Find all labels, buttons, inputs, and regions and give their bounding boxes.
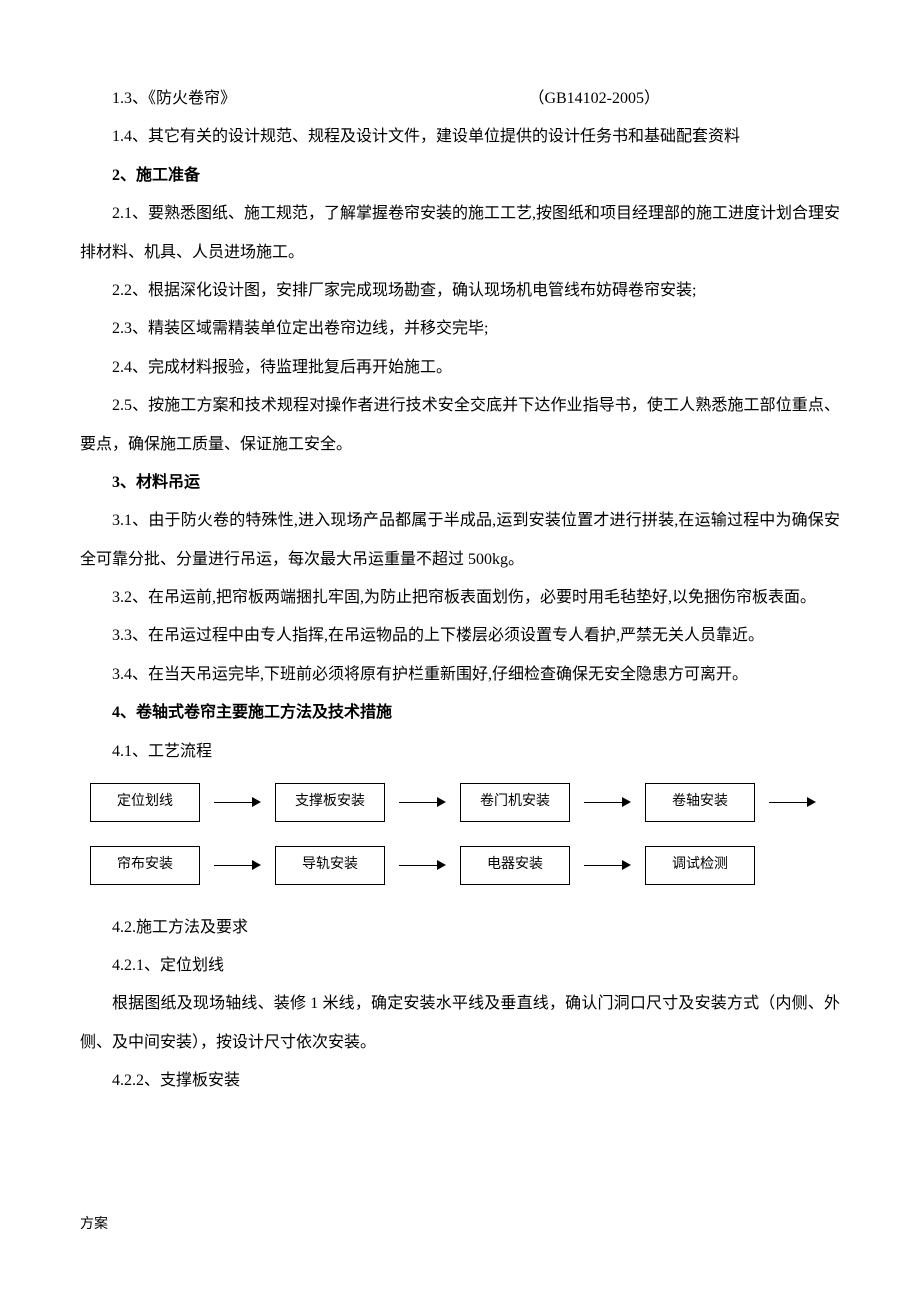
flow-box-curtain: 帘布安装 [90,846,200,885]
para-3-2: 3.2、在吊运前,把帘板两端捆扎牢固,为防止把帘板表面划伤，必要时用毛毡垫好,以… [80,579,840,617]
para-4-2: 4.2.施工方法及要求 [80,909,840,947]
para-3-4: 3.4、在当天吊运完毕,下班前必须将原有护栏重新围好,仔细检查确保无安全隐患方可… [80,656,840,694]
para-3-1: 3.1、由于防火卷的特殊性,进入现场产品都属于半成品,运到安装位置才进行拼装,在… [80,502,840,579]
para-2-2: 2.2、根据深化设计图，安排厂家完成现场勘查，确认现场机电管线布妨碍卷帘安装; [80,272,840,310]
flow-box-support: 支撑板安装 [275,783,385,822]
spec-line-1-3: 1.3、《防火卷帘》 （GB14102-2005） [80,80,840,118]
heading-3: 3、材料吊运 [80,464,840,502]
heading-4: 4、卷轴式卷帘主要施工方法及技术措施 [80,694,840,732]
para-1-4: 1.4、其它有关的设计规范、规程及设计文件，建设单位提供的设计任务书和基础配套资… [80,118,840,156]
flow-box-electric: 电器安装 [460,846,570,885]
spec-title: 1.3、《防火卷帘》 [80,80,236,118]
flow-box-motor: 卷门机安装 [460,783,570,822]
para-2-4: 2.4、完成材料报验，待监理批复后再开始施工。 [80,349,840,387]
arrow-icon [584,860,631,870]
flow-box-locate: 定位划线 [90,783,200,822]
para-2-1: 2.1、要熟悉图纸、施工规范，了解掌握卷帘安装的施工工艺,按图纸和项目经理部的施… [80,195,840,272]
page-footer: 方案 [80,1208,108,1242]
arrow-icon [214,797,261,807]
arrow-icon [769,797,816,807]
arrow-icon [584,797,631,807]
para-4-2-2: 4.2.2、支撑板安装 [80,1062,840,1100]
document-content: 1.3、《防火卷帘》 （GB14102-2005） 1.4、其它有关的设计规范、… [80,80,840,1101]
para-4-2-1: 4.2.1、定位划线 [80,947,840,985]
para-4-2-1-body: 根据图纸及现场轴线、装修 1 米线，确定安装水平线及垂直线，确认门洞口尺寸及安装… [80,985,840,1062]
arrow-icon [399,797,446,807]
heading-2: 2、施工准备 [80,157,840,195]
flow-row-2: 帘布安装 导轨安装 电器安装 调试检测 [80,846,840,885]
flow-box-test: 调试检测 [645,846,755,885]
para-3-3: 3.3、在吊运过程中由专人指挥,在吊运物品的上下楼层必须设置专人看护,严禁无关人… [80,617,840,655]
arrow-icon [399,860,446,870]
flow-box-reel: 卷轴安装 [645,783,755,822]
para-2-5: 2.5、按施工方案和技术规程对操作者进行技术安全交底并下达作业指导书，使工人熟悉… [80,387,840,464]
spec-code: （GB14102-2005） [528,80,840,118]
para-4-1: 4.1、工艺流程 [80,733,840,771]
process-flowchart: 定位划线 支撑板安装 卷门机安装 卷轴安装 帘布安装 导轨安装 电器安装 调试检… [80,783,840,885]
arrow-icon [214,860,261,870]
flow-row-1: 定位划线 支撑板安装 卷门机安装 卷轴安装 [80,783,840,822]
flow-box-rail: 导轨安装 [275,846,385,885]
para-2-3: 2.3、精装区域需精装单位定出卷帘边线，并移交完毕; [80,310,840,348]
